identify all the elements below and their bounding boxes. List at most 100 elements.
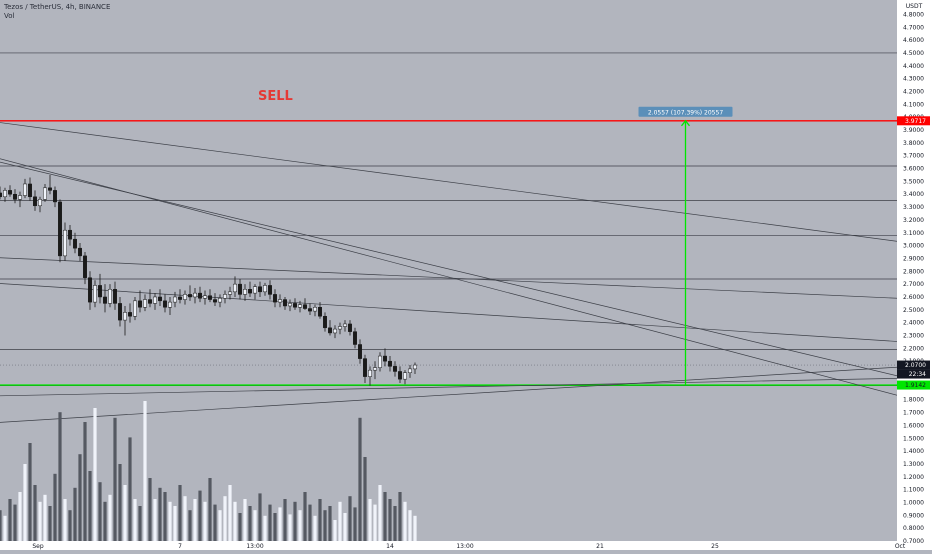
volume-bar <box>328 506 332 541</box>
candle-body <box>323 315 327 329</box>
candle-body <box>388 360 392 367</box>
volume-bar <box>358 417 362 541</box>
price-tick-label: 3.3000 <box>903 204 924 211</box>
candle-body <box>8 190 12 195</box>
price-tick-label: 3.4000 <box>903 191 924 198</box>
sell-annotation[interactable]: SELL <box>258 89 293 104</box>
volume-bars <box>0 401 417 541</box>
price-tick-label: 3.8000 <box>903 140 924 147</box>
candle-body <box>213 299 217 303</box>
candle-body <box>353 331 357 345</box>
price-tick-label: 4.5000 <box>903 50 924 57</box>
candle-body <box>183 294 187 300</box>
symbol-title[interactable]: Tezos / TetherUS, 4h, BINANCE <box>4 3 111 11</box>
price-tick-label: 3.7000 <box>903 153 924 160</box>
volume-bar <box>368 499 372 541</box>
price-tick-label: 2.5000 <box>903 307 924 314</box>
countdown-badge-bg <box>897 369 930 379</box>
volume-bar <box>363 457 367 541</box>
price-tick-label: 2.6000 <box>903 294 924 301</box>
time-axis-bg <box>0 541 897 550</box>
candle-body <box>88 277 92 303</box>
volume-bar <box>298 510 302 541</box>
price-tick-label: 1.3000 <box>903 461 924 468</box>
volume-bar <box>18 492 22 541</box>
candle-body <box>318 307 322 317</box>
volume-bar <box>83 422 87 541</box>
candle-body <box>78 247 82 257</box>
target-badge-bg <box>897 116 930 126</box>
volume-bar <box>8 499 12 541</box>
candle-body <box>218 298 222 303</box>
candle-body <box>413 364 417 370</box>
candle-body <box>298 304 302 308</box>
candle-body <box>288 303 292 307</box>
volume-bar <box>133 499 137 541</box>
candle-body <box>313 307 317 312</box>
volume-bar <box>93 408 97 541</box>
volume-bar <box>338 501 342 541</box>
volume-title[interactable]: Vol <box>4 12 15 20</box>
volume-bar <box>268 504 272 541</box>
volume-bar <box>193 499 197 541</box>
volume-bar <box>123 485 127 541</box>
volume-bar <box>173 506 177 541</box>
trend-line <box>0 364 932 423</box>
candle-body <box>208 295 212 300</box>
volume-bar <box>263 515 267 541</box>
price-tick-label: 0.7000 <box>903 538 924 545</box>
time-tick-label: 13:00 <box>456 543 473 550</box>
price-tick-label: 2.7000 <box>903 281 924 288</box>
price-tick-label: 1.6000 <box>903 422 924 429</box>
volume-bar <box>228 485 232 541</box>
candle-body <box>163 300 167 308</box>
volume-bar <box>138 506 142 541</box>
volume-bar <box>378 485 382 541</box>
volume-bar <box>58 412 62 541</box>
price-tick-label: 1.5000 <box>903 435 924 442</box>
price-tick-label: 3.6000 <box>903 166 924 173</box>
price-tick-label: 4.8000 <box>903 11 924 18</box>
axis-unit: USDT <box>906 3 923 10</box>
volume-bar <box>143 401 147 541</box>
candle-body <box>373 367 377 371</box>
price-tick-label: 0.8000 <box>903 525 924 532</box>
measure-box <box>638 106 733 117</box>
candle-body <box>328 327 332 334</box>
price-tick-label: 2.8000 <box>903 268 924 275</box>
price-axis[interactable]: USDT 0.7000 0.8000 0.9000 1.0000 1.1000 1.2000… <box>897 0 932 550</box>
volume-bar <box>233 501 237 541</box>
measure-tool[interactable]: 2.0557 (107.39%) 20557 <box>638 106 733 386</box>
candle-body <box>48 187 52 191</box>
volume-bar <box>63 499 67 541</box>
candle-body <box>383 355 387 362</box>
price-tick-label: 2.3000 <box>903 333 924 340</box>
volume-bar <box>243 499 247 541</box>
candle-body <box>343 323 347 327</box>
time-axis[interactable]: Sep713:001413:002125Oct513:001213:001913… <box>0 541 932 550</box>
price-tick-label: 3.2000 <box>903 217 924 224</box>
volume-bar <box>168 501 172 541</box>
volume-bar <box>393 506 397 541</box>
volume-bar <box>253 510 257 541</box>
candle-body <box>248 289 252 294</box>
volume-bar <box>98 482 102 541</box>
volume-bar <box>158 487 162 541</box>
candle-body <box>228 291 232 295</box>
candle-body <box>393 366 397 372</box>
volume-bar <box>68 510 72 541</box>
trend-line <box>0 122 932 247</box>
volume-bar <box>0 510 2 541</box>
volume-bar <box>413 515 417 541</box>
volume-bar <box>73 487 77 541</box>
candle-body <box>108 289 112 304</box>
candle-body <box>198 292 202 299</box>
volume-bar <box>323 510 327 541</box>
volume-bar <box>353 507 357 541</box>
candle-body <box>138 300 142 308</box>
volume-bar <box>88 471 92 541</box>
price-tick-label: 2.2000 <box>903 345 924 352</box>
last-price-badge-bg <box>897 360 930 370</box>
